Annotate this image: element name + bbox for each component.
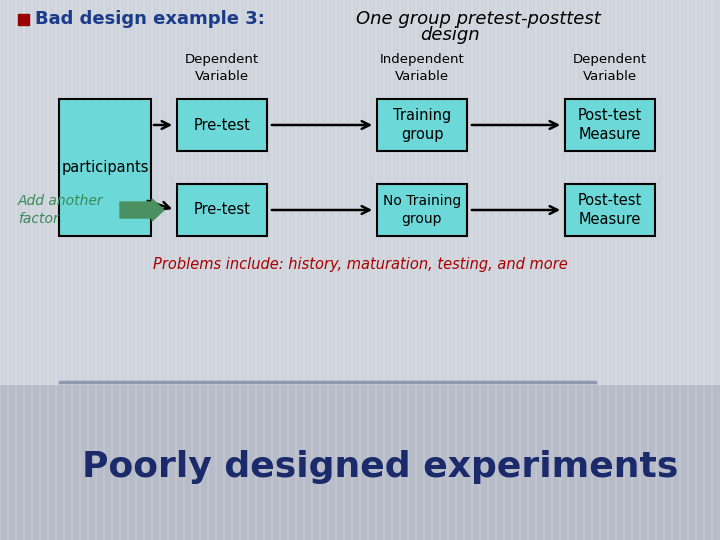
Bar bbox=[0, 385, 720, 540]
Text: Bad design example 3:: Bad design example 3: bbox=[35, 10, 271, 29]
Bar bbox=[565, 99, 655, 151]
Text: Add another
factor: Add another factor bbox=[18, 194, 104, 226]
Bar bbox=[565, 184, 655, 236]
Bar bbox=[18, 14, 29, 25]
Text: participants: participants bbox=[61, 160, 149, 175]
Text: Dependent
Variable: Dependent Variable bbox=[573, 53, 647, 83]
Text: Training
group: Training group bbox=[393, 108, 451, 142]
Text: Problems include: history, maturation, testing, and more: Problems include: history, maturation, t… bbox=[153, 258, 567, 273]
Text: Pre-test: Pre-test bbox=[194, 202, 251, 218]
Bar bbox=[377, 99, 467, 151]
Bar bbox=[377, 184, 467, 236]
Text: One group pretest-posttest: One group pretest-posttest bbox=[356, 10, 600, 29]
FancyArrow shape bbox=[120, 199, 164, 221]
Text: Dependent
Variable: Dependent Variable bbox=[185, 53, 259, 83]
Text: design: design bbox=[420, 26, 480, 44]
Text: Independent
Variable: Independent Variable bbox=[379, 53, 464, 83]
Text: Poorly designed experiments: Poorly designed experiments bbox=[82, 450, 678, 484]
Text: Post-test
Measure: Post-test Measure bbox=[578, 108, 642, 142]
Text: Pre-test: Pre-test bbox=[194, 118, 251, 132]
Bar bbox=[177, 184, 267, 236]
Text: Post-test
Measure: Post-test Measure bbox=[578, 193, 642, 227]
Bar bbox=[59, 99, 151, 236]
Bar bbox=[177, 99, 267, 151]
Text: No Training
group: No Training group bbox=[383, 194, 461, 226]
